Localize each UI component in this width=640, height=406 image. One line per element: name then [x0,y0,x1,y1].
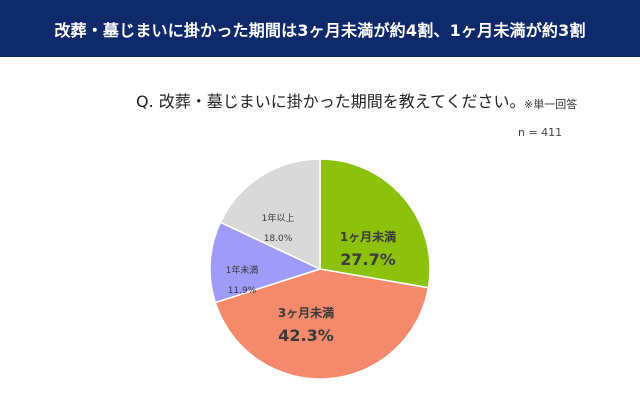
header-title: 改葬・墓じまいに掛かった期間は3ヶ月未満が約4割、1ヶ月未満が約3割 [54,20,586,40]
pie-slice-1 [214,268,430,380]
sample-size: n = 411 [518,126,563,139]
pie-slice-2 [209,221,323,304]
answer-type-note: ※単一回答 [524,98,578,111]
pie-slice-3 [219,158,321,271]
slice-value-2: 11.9% [228,286,257,296]
slice-value-3: 18.0% [264,234,293,244]
slice-value-1: 42.3% [278,326,334,345]
pie-slice-0 [319,158,431,289]
slice-label-0: 1ヶ月未満 [340,229,396,244]
question-text: Q. 改葬・墓じまいに掛かった期間を教えてください。 [136,92,526,111]
slice-label-2: 1年未満 [226,264,259,276]
page-header: 改葬・墓じまいに掛かった期間は3ヶ月未満が約4割、1ヶ月未満が約3割 [0,0,640,57]
slice-label-1: 3ヶ月未満 [278,305,334,320]
slice-value-0: 27.7% [340,250,396,269]
slice-label-3: 1年以上 [262,212,295,224]
